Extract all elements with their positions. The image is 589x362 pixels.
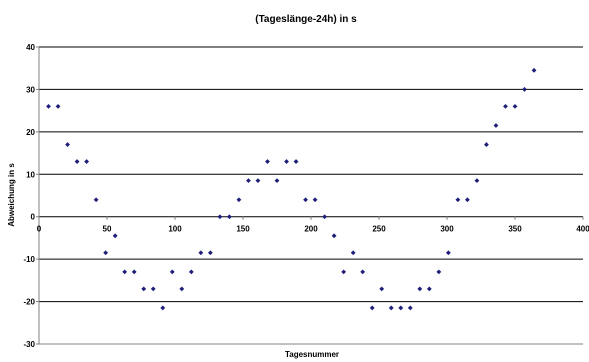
data-point — [188, 269, 194, 275]
y-axis-label: Abweichung in s — [7, 163, 16, 227]
y-tick-label: 0 — [31, 213, 36, 222]
data-point — [74, 159, 80, 164]
data-point — [160, 305, 166, 311]
data-point — [455, 197, 461, 203]
data-point — [207, 250, 213, 256]
y-tick-label: 30 — [26, 85, 35, 94]
data-point — [150, 286, 156, 292]
data-point — [265, 159, 270, 164]
x-tick-label: 50 — [103, 225, 112, 234]
data-point — [84, 159, 89, 164]
data-point — [141, 286, 147, 292]
data-point — [131, 269, 137, 275]
data-points — [46, 67, 537, 311]
x-tick-label: 200 — [304, 225, 318, 234]
data-point — [407, 305, 413, 311]
data-point — [445, 250, 451, 256]
x-tick-label: 150 — [236, 225, 250, 234]
data-point — [436, 269, 442, 275]
data-point — [303, 197, 308, 203]
data-point — [55, 104, 61, 109]
y-tick-label: 40 — [26, 43, 35, 52]
data-point — [112, 233, 118, 239]
data-point — [255, 178, 261, 184]
y-tick-label: -30 — [23, 340, 35, 349]
data-point — [322, 214, 327, 220]
data-point — [179, 286, 185, 292]
data-point — [398, 305, 404, 311]
x-tick-label: 100 — [168, 225, 182, 234]
data-point — [293, 159, 299, 164]
data-point — [531, 67, 537, 73]
x-tick-label: 250 — [372, 225, 386, 234]
y-tick-label: 10 — [26, 170, 35, 179]
data-point — [379, 286, 385, 292]
data-point — [360, 269, 366, 275]
y-tick-label: 20 — [26, 128, 35, 137]
data-point — [103, 250, 109, 256]
x-tick-label: 350 — [508, 225, 522, 234]
data-point — [169, 269, 175, 275]
x-tick-label: 400 — [576, 225, 589, 234]
data-point — [312, 197, 318, 203]
data-point — [236, 197, 242, 203]
data-point — [484, 142, 489, 147]
x-axis-label: Tagesnummer — [285, 350, 339, 359]
data-point — [284, 159, 289, 164]
y-tick-label: -10 — [23, 255, 35, 264]
data-point — [341, 269, 347, 275]
data-point — [503, 104, 508, 109]
data-point — [227, 214, 232, 220]
data-point — [417, 286, 423, 292]
y-tick-label: -20 — [23, 298, 35, 307]
data-point — [512, 104, 518, 109]
chart-title: (Tageslänge-24h) in s — [255, 14, 357, 25]
data-point — [474, 178, 480, 184]
data-point — [426, 286, 432, 292]
data-point — [465, 197, 470, 203]
x-tick-label: 0 — [37, 225, 42, 234]
data-point — [350, 250, 356, 256]
data-point — [369, 305, 375, 311]
data-point — [122, 269, 128, 275]
data-point — [331, 233, 337, 239]
data-point — [522, 87, 527, 92]
data-point — [198, 250, 204, 256]
data-point — [493, 123, 499, 128]
data-point — [46, 104, 51, 109]
data-point — [93, 197, 99, 203]
gridlines — [39, 46, 583, 303]
data-point — [65, 142, 70, 147]
axes — [36, 46, 584, 345]
x-tick-label: 300 — [440, 225, 454, 234]
data-point — [246, 178, 251, 184]
data-point — [217, 214, 223, 220]
data-point — [274, 178, 280, 184]
data-point — [388, 305, 394, 311]
